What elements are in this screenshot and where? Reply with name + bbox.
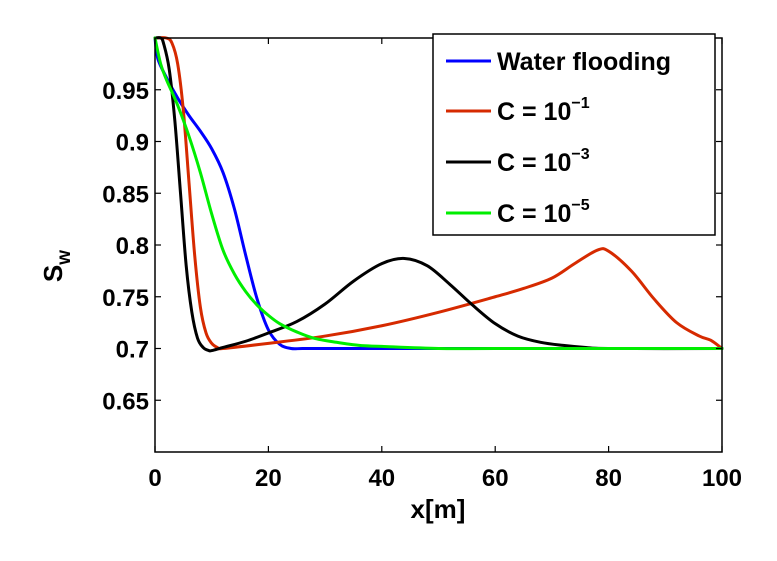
x-tick-label: 100 (702, 465, 742, 492)
x-axis: 0 20 40 60 80 100 (148, 38, 742, 492)
x-tick-label: 0 (148, 465, 161, 492)
legend-label: C = 10−3 (497, 146, 590, 177)
y-axis: 0.65 0.7 0.75 0.8 0.85 0.9 0.95 (102, 78, 722, 415)
y-tick-label: 0.8 (116, 233, 149, 260)
x-axis-label: x[m] (411, 494, 466, 524)
legend-item-2: C = 10−3 (446, 146, 590, 177)
x-tick-label: 20 (255, 465, 282, 492)
y-tick-label: 0.9 (116, 130, 149, 157)
y-axis-label: Sw (38, 250, 75, 282)
y-tick-label: 0.75 (102, 285, 149, 312)
legend: Water flooding C = 10−1 C = 10−3 C = 10−5 (432, 33, 716, 236)
y-axis-label-main: S (38, 265, 68, 282)
legend-label: Water flooding (497, 48, 671, 76)
y-axis-label-subscript: w (54, 250, 75, 266)
series-lines (153, 36, 724, 353)
legend-item-3: C = 10−5 (446, 197, 590, 228)
y-tick-label: 0.65 (102, 388, 149, 415)
y-tick-label: 0.95 (102, 78, 149, 105)
series-line-1 (153, 36, 724, 351)
svg-text:Sw: Sw (38, 250, 75, 282)
x-tick-label: 40 (368, 465, 395, 492)
legend-item-0: Water flooding (446, 48, 671, 76)
legend-box (432, 33, 716, 236)
legend-label: C = 10−5 (497, 197, 590, 228)
x-tick-label: 60 (482, 465, 509, 492)
legend-label: C = 10−1 (497, 95, 590, 126)
y-tick-label: 0.7 (116, 337, 149, 364)
y-tick-label: 0.85 (102, 181, 149, 208)
x-tick-label: 80 (595, 465, 622, 492)
series-line-3 (153, 36, 724, 351)
legend-item-1: C = 10−1 (446, 95, 590, 126)
